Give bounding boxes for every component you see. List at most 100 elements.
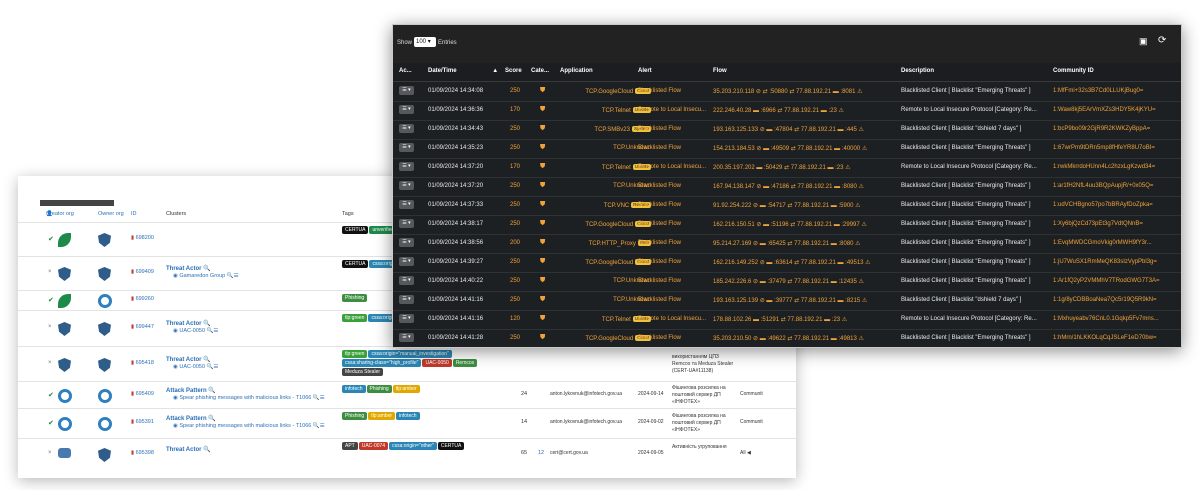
row-actions-button[interactable]: ☰ ▾ bbox=[399, 143, 414, 152]
cluster-value-link[interactable]: ◉ UAC-0050 🔍☰ bbox=[173, 364, 219, 370]
community-id[interactable]: 1:hMrn/1hLKKOLqCqJSLeF1eD70bw= bbox=[1053, 335, 1157, 341]
columns-icon[interactable]: ▣ bbox=[1139, 36, 1148, 46]
cluster-value-link[interactable]: ◉ Gamaredon Group 🔍☰ bbox=[173, 273, 239, 279]
community-id[interactable]: 1:67wrPm9tDRn5mp8fHfeYR8U7oBI= bbox=[1053, 145, 1155, 151]
application-label[interactable]: TCP.Telnet Unsafe bbox=[601, 107, 651, 114]
table-row[interactable]: ☰ ▾ 01/09/2024 14:36:36 170 ⛊ TCP.Telnet Unsa… bbox=[393, 101, 1181, 121]
event-id-link[interactable]: ▮ 698200 bbox=[131, 235, 154, 241]
table-row[interactable]: × ▮ 695418 Threat Actor 🔍 ◉ UAC-0050 🔍☰ tlp:… bbox=[18, 346, 796, 382]
alert-type[interactable]: Blacklisted Flow bbox=[638, 202, 682, 208]
row-actions-button[interactable]: ☰ ▾ bbox=[399, 86, 414, 95]
table-row[interactable]: ☰ ▾ 01/09/2024 14:38:17 250 ⛊ TCP.GoogleClou… bbox=[393, 215, 1181, 235]
alert-type[interactable]: Blacklisted Flow bbox=[638, 278, 682, 284]
flow-link[interactable]: 95.214.27.169 ⊘ ▬ :65425 ⇄ 77.88.192.21 … bbox=[713, 241, 861, 247]
community-id[interactable]: 1:MfFmi+32s3B7Cd0LLUKjBug0= bbox=[1053, 88, 1144, 94]
row-actions-button[interactable]: ☰ ▾ bbox=[399, 162, 414, 171]
alert-type[interactable]: Blacklisted Flow bbox=[638, 88, 682, 94]
application-label[interactable]: TCP.VNC Remote bbox=[603, 202, 651, 209]
tag-chip[interactable]: UAC-0074 bbox=[358, 442, 389, 450]
row-actions-button[interactable]: ☰ ▾ bbox=[399, 238, 414, 247]
community-id[interactable]: 1:bcP9bo09r2GjR9R2KWKZyBppA= bbox=[1053, 126, 1151, 132]
community-id[interactable]: 1:rwkMkrrdoHUnn4Lc2hzxLgKzwd34= bbox=[1053, 164, 1156, 170]
row-actions-button[interactable]: ☰ ▾ bbox=[399, 257, 414, 266]
row-actions-button[interactable]: ☰ ▾ bbox=[399, 105, 414, 114]
application-label[interactable]: TCP.Unknown bbox=[613, 297, 651, 303]
table-row[interactable]: ☰ ▾ 01/09/2024 14:41:28 250 ⛊ TCP.GoogleClou… bbox=[393, 329, 1181, 347]
table-row[interactable]: ☰ ▾ 01/09/2024 14:41:16 250 ⛊ TCP.Unknown Bla… bbox=[393, 291, 1181, 311]
tag-chip[interactable]: CERTUA bbox=[342, 260, 369, 268]
cluster-link[interactable]: Threat Actor 🔍 bbox=[166, 447, 211, 453]
tag-chip[interactable]: CERTUA bbox=[437, 442, 465, 450]
community-id[interactable]: 1:1g/8yCDBBoaNea7Qc5r19Q5R9kN= bbox=[1053, 297, 1157, 303]
flow-link[interactable]: 193.163.125.139 ⊘ ▬ :39777 ⇄ 77.88.192.2… bbox=[713, 298, 868, 304]
tag-chip[interactable]: Phishing bbox=[342, 294, 368, 302]
flow-link[interactable]: 222.246.40.28 ▬ :6966 ⇄ 77.88.192.21 ▬ :… bbox=[713, 108, 844, 114]
table-row[interactable]: ☰ ▾ 01/09/2024 14:37:20 170 ⛊ TCP.Telnet Unsa… bbox=[393, 158, 1181, 178]
community-id[interactable]: 1:EvqMWDCGmoVkig0rMWH9fY3r... bbox=[1053, 240, 1152, 246]
community-id[interactable]: 1:Ar1fQ2yP2VMMhV7TRodGWG7T3A= bbox=[1053, 278, 1160, 284]
cluster-link[interactable]: Attack Pattern 🔍 bbox=[166, 388, 216, 394]
cluster-link[interactable]: Threat Actor 🔍 bbox=[166, 266, 211, 272]
event-id-link[interactable]: ▮ 699260 bbox=[131, 296, 154, 302]
flow-link[interactable]: 35.203.210.50 ⊘ ▬ :49622 ⇄ 77.88.192.21 … bbox=[713, 336, 864, 342]
col-application[interactable]: Application bbox=[560, 68, 593, 74]
application-label[interactable]: TCP.GoogleCloud Cloud bbox=[585, 259, 651, 266]
tag-chip[interactable]: CERTUA bbox=[342, 226, 369, 234]
table-row[interactable]: ✔ ▮ 695409 Attack Pattern 🔍 ◉ Spear phishin… bbox=[18, 381, 796, 409]
alert-type[interactable]: Blacklisted Flow bbox=[638, 183, 682, 189]
table-row[interactable]: ✔ ▮ 695391 Attack Pattern 🔍 ◉ Spear phishin… bbox=[18, 408, 796, 439]
table-row[interactable]: ☰ ▾ 01/09/2024 14:41:16 120 ⛊ TCP.Telnet Unsa… bbox=[393, 310, 1181, 330]
col-alert[interactable]: Alert bbox=[638, 68, 652, 74]
row-actions-button[interactable]: ☰ ▾ bbox=[399, 295, 414, 304]
tag-chip[interactable]: cssa:origin bbox=[369, 260, 400, 268]
alert-type[interactable]: Blacklisted Flow bbox=[638, 259, 682, 265]
col-actions[interactable]: Ac... bbox=[399, 68, 412, 74]
flow-link[interactable]: 162.216.149.252 ⊘ ▬ :63614 ⇄ 77.88.192.2… bbox=[713, 260, 871, 266]
tag-chip[interactable]: infotech bbox=[396, 412, 420, 420]
row-actions-button[interactable]: ☰ ▾ bbox=[399, 276, 414, 285]
application-label[interactable]: TCP.GoogleCloud Cloud bbox=[585, 335, 651, 342]
col-category[interactable]: Cate... bbox=[531, 68, 550, 74]
col-id[interactable]: ID bbox=[131, 211, 137, 217]
page-size-select[interactable]: 100 ▾ bbox=[414, 37, 436, 47]
row-actions-button[interactable]: ☰ ▾ bbox=[399, 333, 414, 342]
tag-chip[interactable]: Phishing bbox=[342, 412, 368, 420]
community-id[interactable]: 1:Mxhuyeabv76CnL0.1Gqkp5Fv7mns... bbox=[1053, 316, 1159, 322]
col-owner-org[interactable]: Owner org bbox=[98, 211, 124, 217]
event-id-link[interactable]: ▮ 699447 bbox=[131, 324, 154, 330]
tag-chip[interactable]: Phishing bbox=[366, 385, 392, 393]
community-id[interactable]: 1:Xy6bjQzCd73pEt3g7VdtQNnB= bbox=[1053, 221, 1143, 227]
table-row[interactable]: ☰ ▾ 01/09/2024 14:34:08 250 ⛊ TCP.GoogleClou… bbox=[393, 82, 1181, 102]
flow-link[interactable]: 200.35.197.202 ▬ :50429 ⇄ 77.88.192.21 ▬… bbox=[713, 165, 851, 171]
refresh-icon[interactable]: ⟳ bbox=[1158, 35, 1167, 46]
event-id-link[interactable]: ▮ 695398 bbox=[131, 450, 154, 456]
alert-type[interactable]: Blacklisted Flow bbox=[638, 240, 682, 246]
tag-chip[interactable]: tlp:green bbox=[342, 314, 368, 322]
cluster-value-link[interactable]: ◉ UAC-0050 🔍☰ bbox=[173, 328, 219, 334]
application-label[interactable]: TCP.SMBv23 System bbox=[594, 126, 651, 133]
flow-link[interactable]: 178.88.102.26 ▬ :51291 ⇄ 77.88.192.21 ▬ … bbox=[713, 317, 848, 323]
tag-chip[interactable]: cssa:origin="other" bbox=[389, 442, 437, 450]
tag-chip[interactable]: Remcos bbox=[452, 359, 478, 367]
application-label[interactable]: TCP.Telnet Unsafe bbox=[601, 164, 651, 171]
col-description[interactable]: Description bbox=[901, 68, 935, 74]
community-id[interactable]: 1:Waw8kj5EArVmXZs3HDY5K4jKYU= bbox=[1053, 107, 1156, 113]
alert-type[interactable]: Blacklisted Flow bbox=[638, 145, 682, 151]
alert-type[interactable]: Blacklisted Flow bbox=[638, 126, 682, 132]
table-row[interactable]: ☰ ▾ 01/09/2024 14:39:27 250 ⛊ TCP.GoogleClou… bbox=[393, 253, 1181, 273]
tag-chip[interactable]: unverified bbox=[369, 226, 398, 234]
col-score[interactable]: Score bbox=[505, 68, 522, 74]
row-actions-button[interactable]: ☰ ▾ bbox=[399, 219, 414, 228]
event-id-link[interactable]: ▮ 695391 bbox=[131, 419, 154, 425]
cluster-link[interactable]: Threat Actor 🔍 bbox=[166, 321, 211, 327]
row-actions-button[interactable]: ☰ ▾ bbox=[399, 314, 414, 323]
cluster-link[interactable]: Attack Pattern 🔍 bbox=[166, 416, 216, 422]
flow-link[interactable]: 185.242.226.6 ⊘ ▬ :37479 ⇄ 77.88.192.21 … bbox=[713, 279, 864, 285]
row-actions-button[interactable]: ☰ ▾ bbox=[399, 200, 414, 209]
alert-type[interactable]: Remote to Local Insecu... bbox=[638, 316, 707, 322]
flow-link[interactable]: 35.203.210.118 ⊘ ⇄ :50880 ⇄ 77.88.192.21… bbox=[713, 89, 863, 95]
tag-chip[interactable]: cssa:sharing-class="high_profile" bbox=[342, 359, 422, 367]
community-id[interactable]: 1:udVCHBgno57po7bBRAyfDoZpka= bbox=[1053, 202, 1153, 208]
row-actions-button[interactable]: ☰ ▾ bbox=[399, 181, 414, 190]
col-community-id[interactable]: Community ID bbox=[1053, 68, 1094, 74]
